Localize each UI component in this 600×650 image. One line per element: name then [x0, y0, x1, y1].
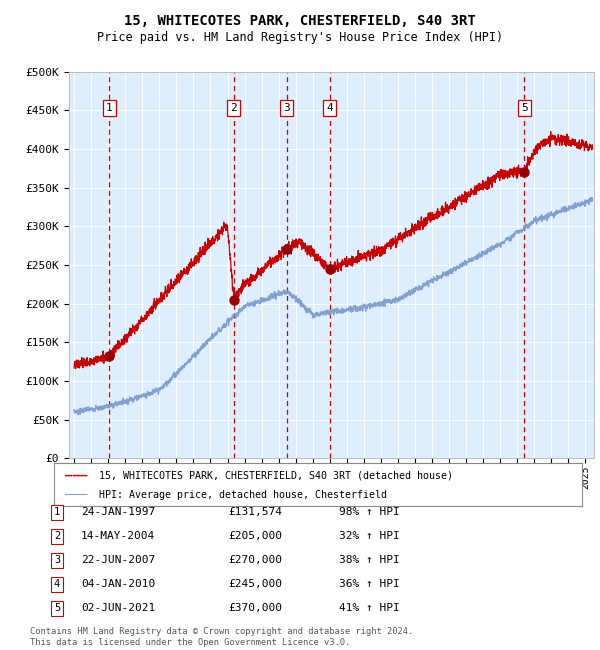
Text: 2: 2: [54, 531, 60, 541]
Text: 14-MAY-2004: 14-MAY-2004: [81, 531, 155, 541]
Text: 3: 3: [54, 555, 60, 566]
Text: £270,000: £270,000: [228, 555, 282, 566]
Text: 5: 5: [54, 603, 60, 614]
Text: 1: 1: [54, 507, 60, 517]
Text: 2: 2: [230, 103, 237, 113]
Text: 3: 3: [283, 103, 290, 113]
Text: 36% ↑ HPI: 36% ↑ HPI: [339, 579, 400, 590]
Text: ———: ———: [65, 469, 88, 482]
Text: 1: 1: [106, 103, 113, 113]
Text: ———: ———: [65, 488, 88, 501]
Text: £245,000: £245,000: [228, 579, 282, 590]
Text: 15, WHITECOTES PARK, CHESTERFIELD, S40 3RT (detached house): 15, WHITECOTES PARK, CHESTERFIELD, S40 3…: [99, 471, 453, 480]
Text: 24-JAN-1997: 24-JAN-1997: [81, 507, 155, 517]
Text: 15, WHITECOTES PARK, CHESTERFIELD, S40 3RT: 15, WHITECOTES PARK, CHESTERFIELD, S40 3…: [124, 14, 476, 29]
Text: 4: 4: [326, 103, 334, 113]
Text: This data is licensed under the Open Government Licence v3.0.: This data is licensed under the Open Gov…: [30, 638, 350, 647]
Text: 5: 5: [521, 103, 528, 113]
Text: £370,000: £370,000: [228, 603, 282, 614]
Text: 32% ↑ HPI: 32% ↑ HPI: [339, 531, 400, 541]
Text: £131,574: £131,574: [228, 507, 282, 517]
Text: 98% ↑ HPI: 98% ↑ HPI: [339, 507, 400, 517]
Text: 04-JAN-2010: 04-JAN-2010: [81, 579, 155, 590]
Text: 4: 4: [54, 579, 60, 590]
Text: 02-JUN-2021: 02-JUN-2021: [81, 603, 155, 614]
Text: 41% ↑ HPI: 41% ↑ HPI: [339, 603, 400, 614]
Text: HPI: Average price, detached house, Chesterfield: HPI: Average price, detached house, Ches…: [99, 489, 387, 500]
Text: Price paid vs. HM Land Registry's House Price Index (HPI): Price paid vs. HM Land Registry's House …: [97, 31, 503, 44]
Text: 22-JUN-2007: 22-JUN-2007: [81, 555, 155, 566]
Text: Contains HM Land Registry data © Crown copyright and database right 2024.: Contains HM Land Registry data © Crown c…: [30, 627, 413, 636]
Text: 38% ↑ HPI: 38% ↑ HPI: [339, 555, 400, 566]
Text: £205,000: £205,000: [228, 531, 282, 541]
